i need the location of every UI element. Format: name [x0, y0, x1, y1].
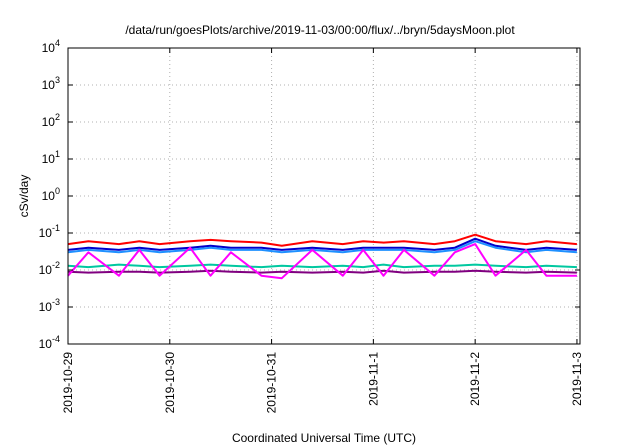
series-line — [67, 243, 577, 280]
x-axis-label: Coordinated Universal Time (UTC) — [232, 431, 416, 445]
series-line — [67, 269, 577, 274]
y-tick-label: 104 — [42, 38, 60, 55]
y-tick-label: 10-2 — [39, 260, 60, 277]
x-tick-label: 2019-11-2 — [468, 352, 482, 406]
x-tick-label: 2019-10-31 — [265, 352, 279, 414]
x-tick-label: 2019-11-1 — [366, 352, 380, 406]
series-line — [67, 237, 577, 251]
x-tick-label: 2019-11-3 — [570, 352, 584, 406]
y-axis-label: cSv/day — [17, 175, 31, 218]
grid — [68, 48, 580, 344]
series-line — [67, 233, 577, 247]
series-line — [67, 263, 577, 269]
x-tick-label: 2019-10-29 — [61, 352, 75, 414]
y-tick-label: 10-1 — [39, 223, 60, 240]
y-tick-label: 10-4 — [39, 334, 60, 351]
y-tick-label: 100 — [42, 186, 60, 203]
series-line — [67, 240, 577, 254]
y-tick-label: 101 — [42, 149, 60, 166]
x-axis-ticks: 2019-10-29 2019-10-30 2019-10-31 2019-11-1 2… — [61, 48, 584, 413]
y-tick-label: 103 — [42, 75, 60, 92]
series-lines — [67, 233, 577, 280]
y-axis-ticks: 10-4 10-3 10-2 10-1 100 101 102 103 104 — [39, 38, 580, 351]
x-tick-label: 2019-10-30 — [163, 352, 177, 414]
y-tick-label: 10-3 — [39, 297, 60, 314]
y-tick-label: 102 — [42, 112, 60, 129]
chart-title: /data/run/goesPlots/archive/2019-11-03/0… — [125, 23, 515, 37]
